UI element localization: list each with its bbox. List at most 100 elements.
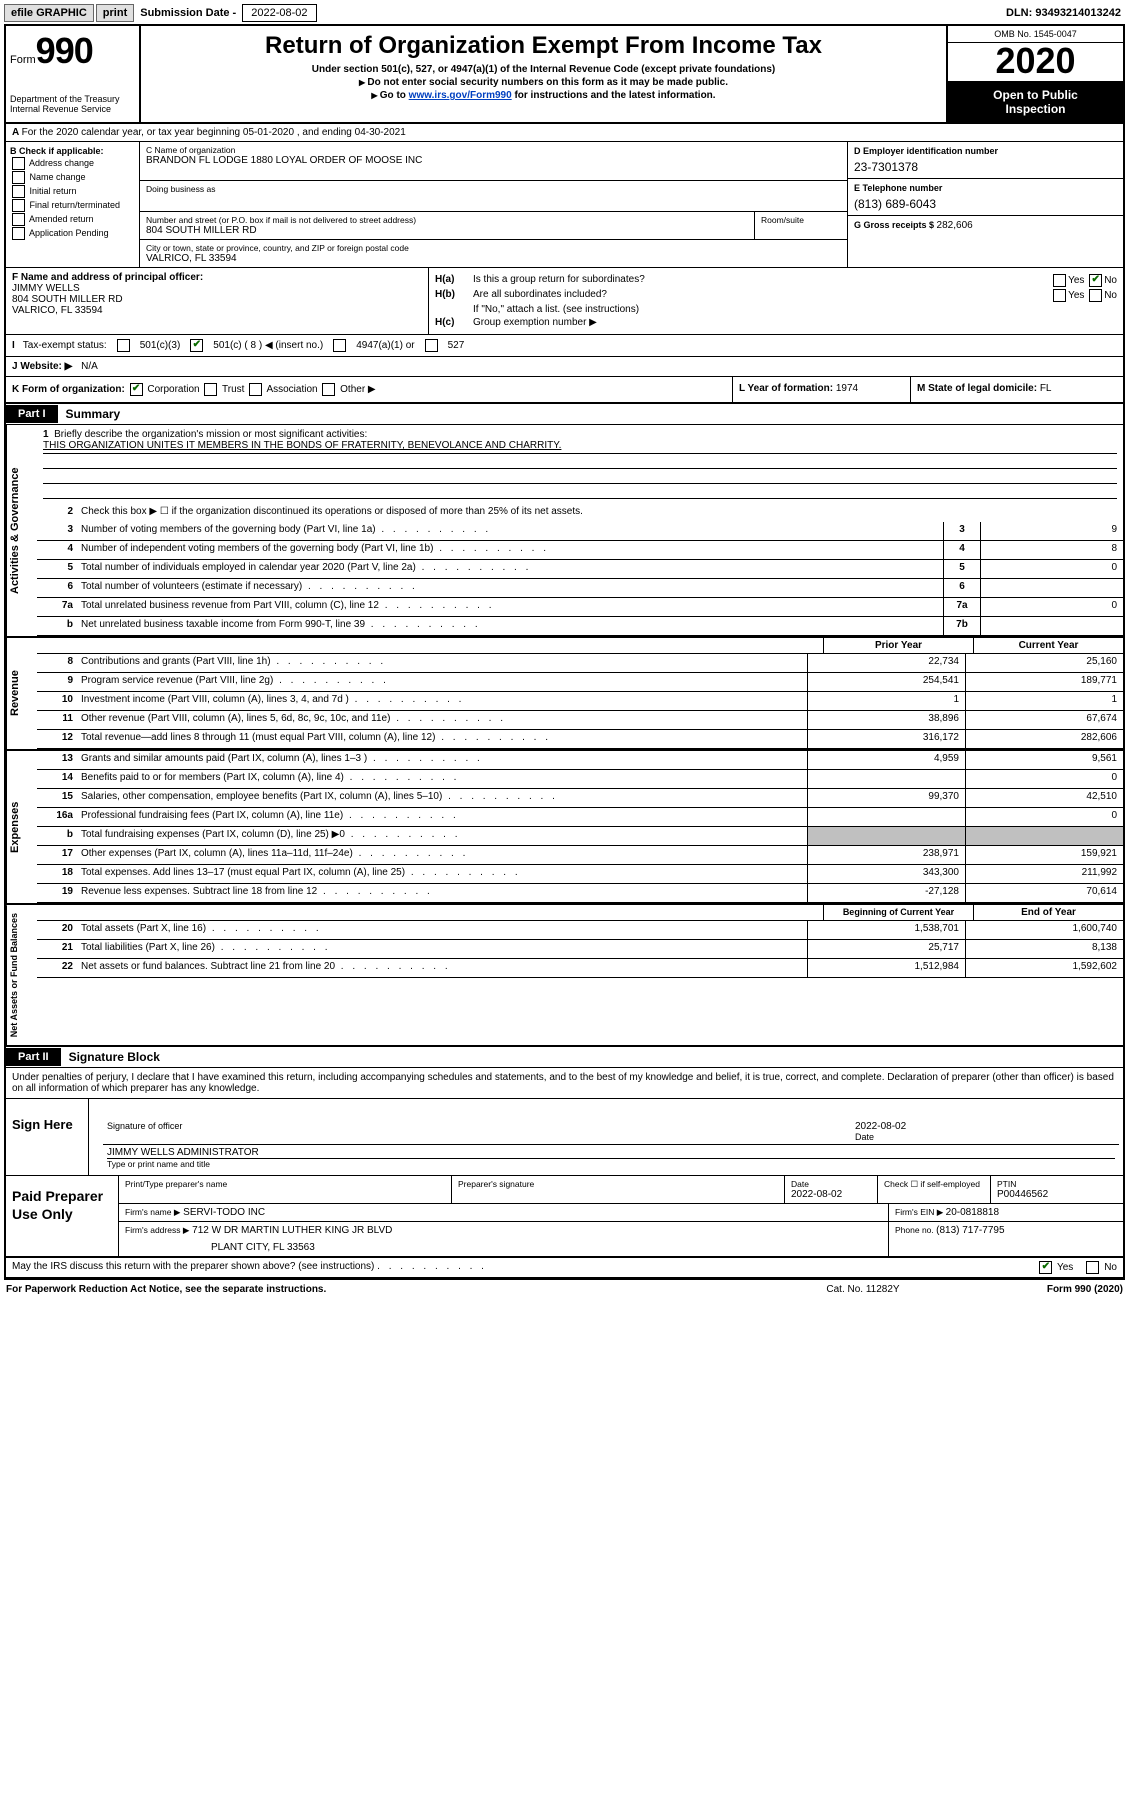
f-prior: 1,512,984 bbox=[807, 959, 965, 977]
fin-row: 21 Total liabilities (Part X, line 26) 2… bbox=[37, 940, 1123, 959]
submission-date-label: Submission Date - bbox=[136, 7, 240, 19]
room-label: Room/suite bbox=[761, 215, 841, 225]
chk-address-change[interactable]: Address change bbox=[10, 157, 135, 170]
ha-no-label: No bbox=[1104, 275, 1117, 286]
chk-527[interactable] bbox=[425, 339, 438, 352]
chk-assoc[interactable] bbox=[249, 383, 262, 396]
f-text: Program service revenue (Part VIII, line… bbox=[77, 673, 807, 691]
page-footer: For Paperwork Reduction Act Notice, see … bbox=[4, 1280, 1125, 1299]
f-curr: 1,592,602 bbox=[965, 959, 1123, 977]
q1-num: 1 bbox=[43, 429, 49, 440]
org-name-value: BRANDON FL LODGE 1880 LOYAL ORDER OF MOO… bbox=[146, 155, 841, 166]
hb-no-check[interactable] bbox=[1089, 289, 1102, 302]
gov-row: 4 Number of independent voting members o… bbox=[37, 541, 1123, 560]
f-num: 14 bbox=[37, 770, 77, 788]
gross-value: 282,606 bbox=[937, 220, 973, 231]
f-num: 19 bbox=[37, 884, 77, 902]
hb-no-label: No bbox=[1104, 290, 1117, 301]
f-text: Total fundraising expenses (Part IX, col… bbox=[77, 827, 807, 845]
f-prior bbox=[807, 808, 965, 826]
block-h: H(a) Is this a group return for subordin… bbox=[429, 268, 1123, 334]
f-prior bbox=[807, 827, 965, 845]
ein-cell: D Employer identification number 23-7301… bbox=[848, 142, 1123, 179]
f-prior: 343,300 bbox=[807, 865, 965, 883]
ptin-value: P00446562 bbox=[997, 1189, 1117, 1200]
l-label: L Year of formation: bbox=[739, 383, 836, 394]
officer-city: VALRICO, FL 33594 bbox=[12, 305, 422, 316]
city-value: VALRICO, FL 33594 bbox=[146, 253, 841, 264]
chk-corp[interactable] bbox=[130, 383, 143, 396]
prep-row-2: Firm's name ▶ SERVI-TODO INC Firm's EIN … bbox=[119, 1204, 1123, 1222]
row-i: I Tax-exempt status: 501(c)(3) 501(c) ( … bbox=[6, 335, 1123, 357]
side-revenue: Revenue bbox=[6, 638, 37, 749]
part-ii-title: Signature Block bbox=[61, 1047, 168, 1067]
hb-yes-check[interactable] bbox=[1053, 289, 1066, 302]
chk-4947[interactable] bbox=[333, 339, 346, 352]
rev-col-hdr: Prior Year Current Year bbox=[37, 638, 1123, 654]
chk-501c3[interactable] bbox=[117, 339, 130, 352]
opt-trust: Trust bbox=[222, 384, 244, 395]
firm-addr1: 712 W DR MARTIN LUTHER KING JR BLVD bbox=[192, 1225, 392, 1236]
chk-pending[interactable]: Application Pending bbox=[10, 227, 135, 240]
preparer-body: Print/Type preparer's name Preparer's si… bbox=[119, 1176, 1123, 1256]
officer-name-label: Type or print name and title bbox=[107, 1159, 1115, 1169]
ha-yes-check[interactable] bbox=[1053, 274, 1066, 287]
exp-rows: 13 Grants and similar amounts paid (Part… bbox=[37, 751, 1123, 903]
block-fh: F Name and address of principal officer:… bbox=[6, 268, 1123, 335]
ein-value: 23-7301378 bbox=[854, 156, 1117, 174]
street-box: Number and street (or P.O. box if mail i… bbox=[140, 212, 754, 239]
chk-final-return[interactable]: Final return/terminated bbox=[10, 199, 135, 212]
chk-501c[interactable] bbox=[190, 339, 203, 352]
firm-addr2: PLANT CITY, FL 33563 bbox=[125, 1236, 882, 1253]
fin-row: 19 Revenue less expenses. Subtract line … bbox=[37, 884, 1123, 903]
may-irs-text: May the IRS discuss this return with the… bbox=[12, 1261, 1037, 1274]
q-text: Number of independent voting members of … bbox=[77, 541, 943, 559]
f-num: 21 bbox=[37, 940, 77, 958]
fin-row: 17 Other expenses (Part IX, column (A), … bbox=[37, 846, 1123, 865]
f-num: 18 bbox=[37, 865, 77, 883]
print-button[interactable]: print bbox=[96, 4, 134, 22]
form-990-number: 990 bbox=[36, 30, 93, 71]
prep-self-cell: Check ☐ if self-employed bbox=[878, 1176, 991, 1203]
tax-year: 2020 bbox=[948, 43, 1123, 82]
part-i-tab: Part I bbox=[6, 405, 58, 423]
fin-row: 8 Contributions and grants (Part VIII, l… bbox=[37, 654, 1123, 673]
chk-final-label: Final return/terminated bbox=[30, 200, 121, 210]
f-text: Total revenue—add lines 8 through 11 (mu… bbox=[77, 730, 807, 748]
chk-other[interactable] bbox=[322, 383, 335, 396]
ha-no-check[interactable] bbox=[1089, 274, 1102, 287]
q-box: 4 bbox=[943, 541, 980, 559]
street-row: Number and street (or P.O. box if mail i… bbox=[140, 212, 847, 240]
q-val bbox=[980, 617, 1123, 635]
submission-date-value: 2022-08-02 bbox=[242, 4, 316, 22]
chk-amended-label: Amended return bbox=[29, 214, 94, 224]
chk-trust[interactable] bbox=[204, 383, 217, 396]
top-toolbar: efile GRAPHIC print Submission Date - 20… bbox=[4, 4, 1125, 22]
fin-row: 12 Total revenue—add lines 8 through 11 … bbox=[37, 730, 1123, 749]
chk-initial-return[interactable]: Initial return bbox=[10, 185, 135, 198]
row-j: J Website: ▶ N/A bbox=[6, 357, 1123, 377]
f-prior: 238,971 bbox=[807, 846, 965, 864]
mission-blank-2 bbox=[43, 470, 1117, 484]
hc-tag: H(c) bbox=[435, 317, 469, 328]
chk-name-change[interactable]: Name change bbox=[10, 171, 135, 184]
f-num: 22 bbox=[37, 959, 77, 977]
chk-amended[interactable]: Amended return bbox=[10, 213, 135, 226]
opt-501c3: 501(c)(3) bbox=[140, 340, 181, 351]
footer-form-pre: Form bbox=[1047, 1284, 1075, 1295]
f-curr: 1,600,740 bbox=[965, 921, 1123, 939]
may-irs-no-check[interactable] bbox=[1086, 1261, 1099, 1274]
f-num: 9 bbox=[37, 673, 77, 691]
q-text: Net unrelated business taxable income fr… bbox=[77, 617, 943, 635]
may-irs-yes-check[interactable] bbox=[1039, 1261, 1052, 1274]
hc-line: H(c) Group exemption number ▶ bbox=[435, 317, 1117, 328]
firm-addr-label: Firm's address ▶ bbox=[125, 1225, 189, 1235]
end-year-hdr: End of Year bbox=[973, 905, 1123, 920]
netassets-body: Beginning of Current Year End of Year 20… bbox=[37, 905, 1123, 1045]
form990-link[interactable]: www.irs.gov/Form990 bbox=[409, 90, 512, 101]
expenses-body: 13 Grants and similar amounts paid (Part… bbox=[37, 751, 1123, 903]
part-ii-header: Part II Signature Block bbox=[6, 1045, 1123, 1068]
phone-cell: E Telephone number (813) 689-6043 bbox=[848, 179, 1123, 216]
org-name-box: C Name of organization BRANDON FL LODGE … bbox=[140, 142, 847, 181]
opt-4947: 4947(a)(1) or bbox=[356, 340, 414, 351]
